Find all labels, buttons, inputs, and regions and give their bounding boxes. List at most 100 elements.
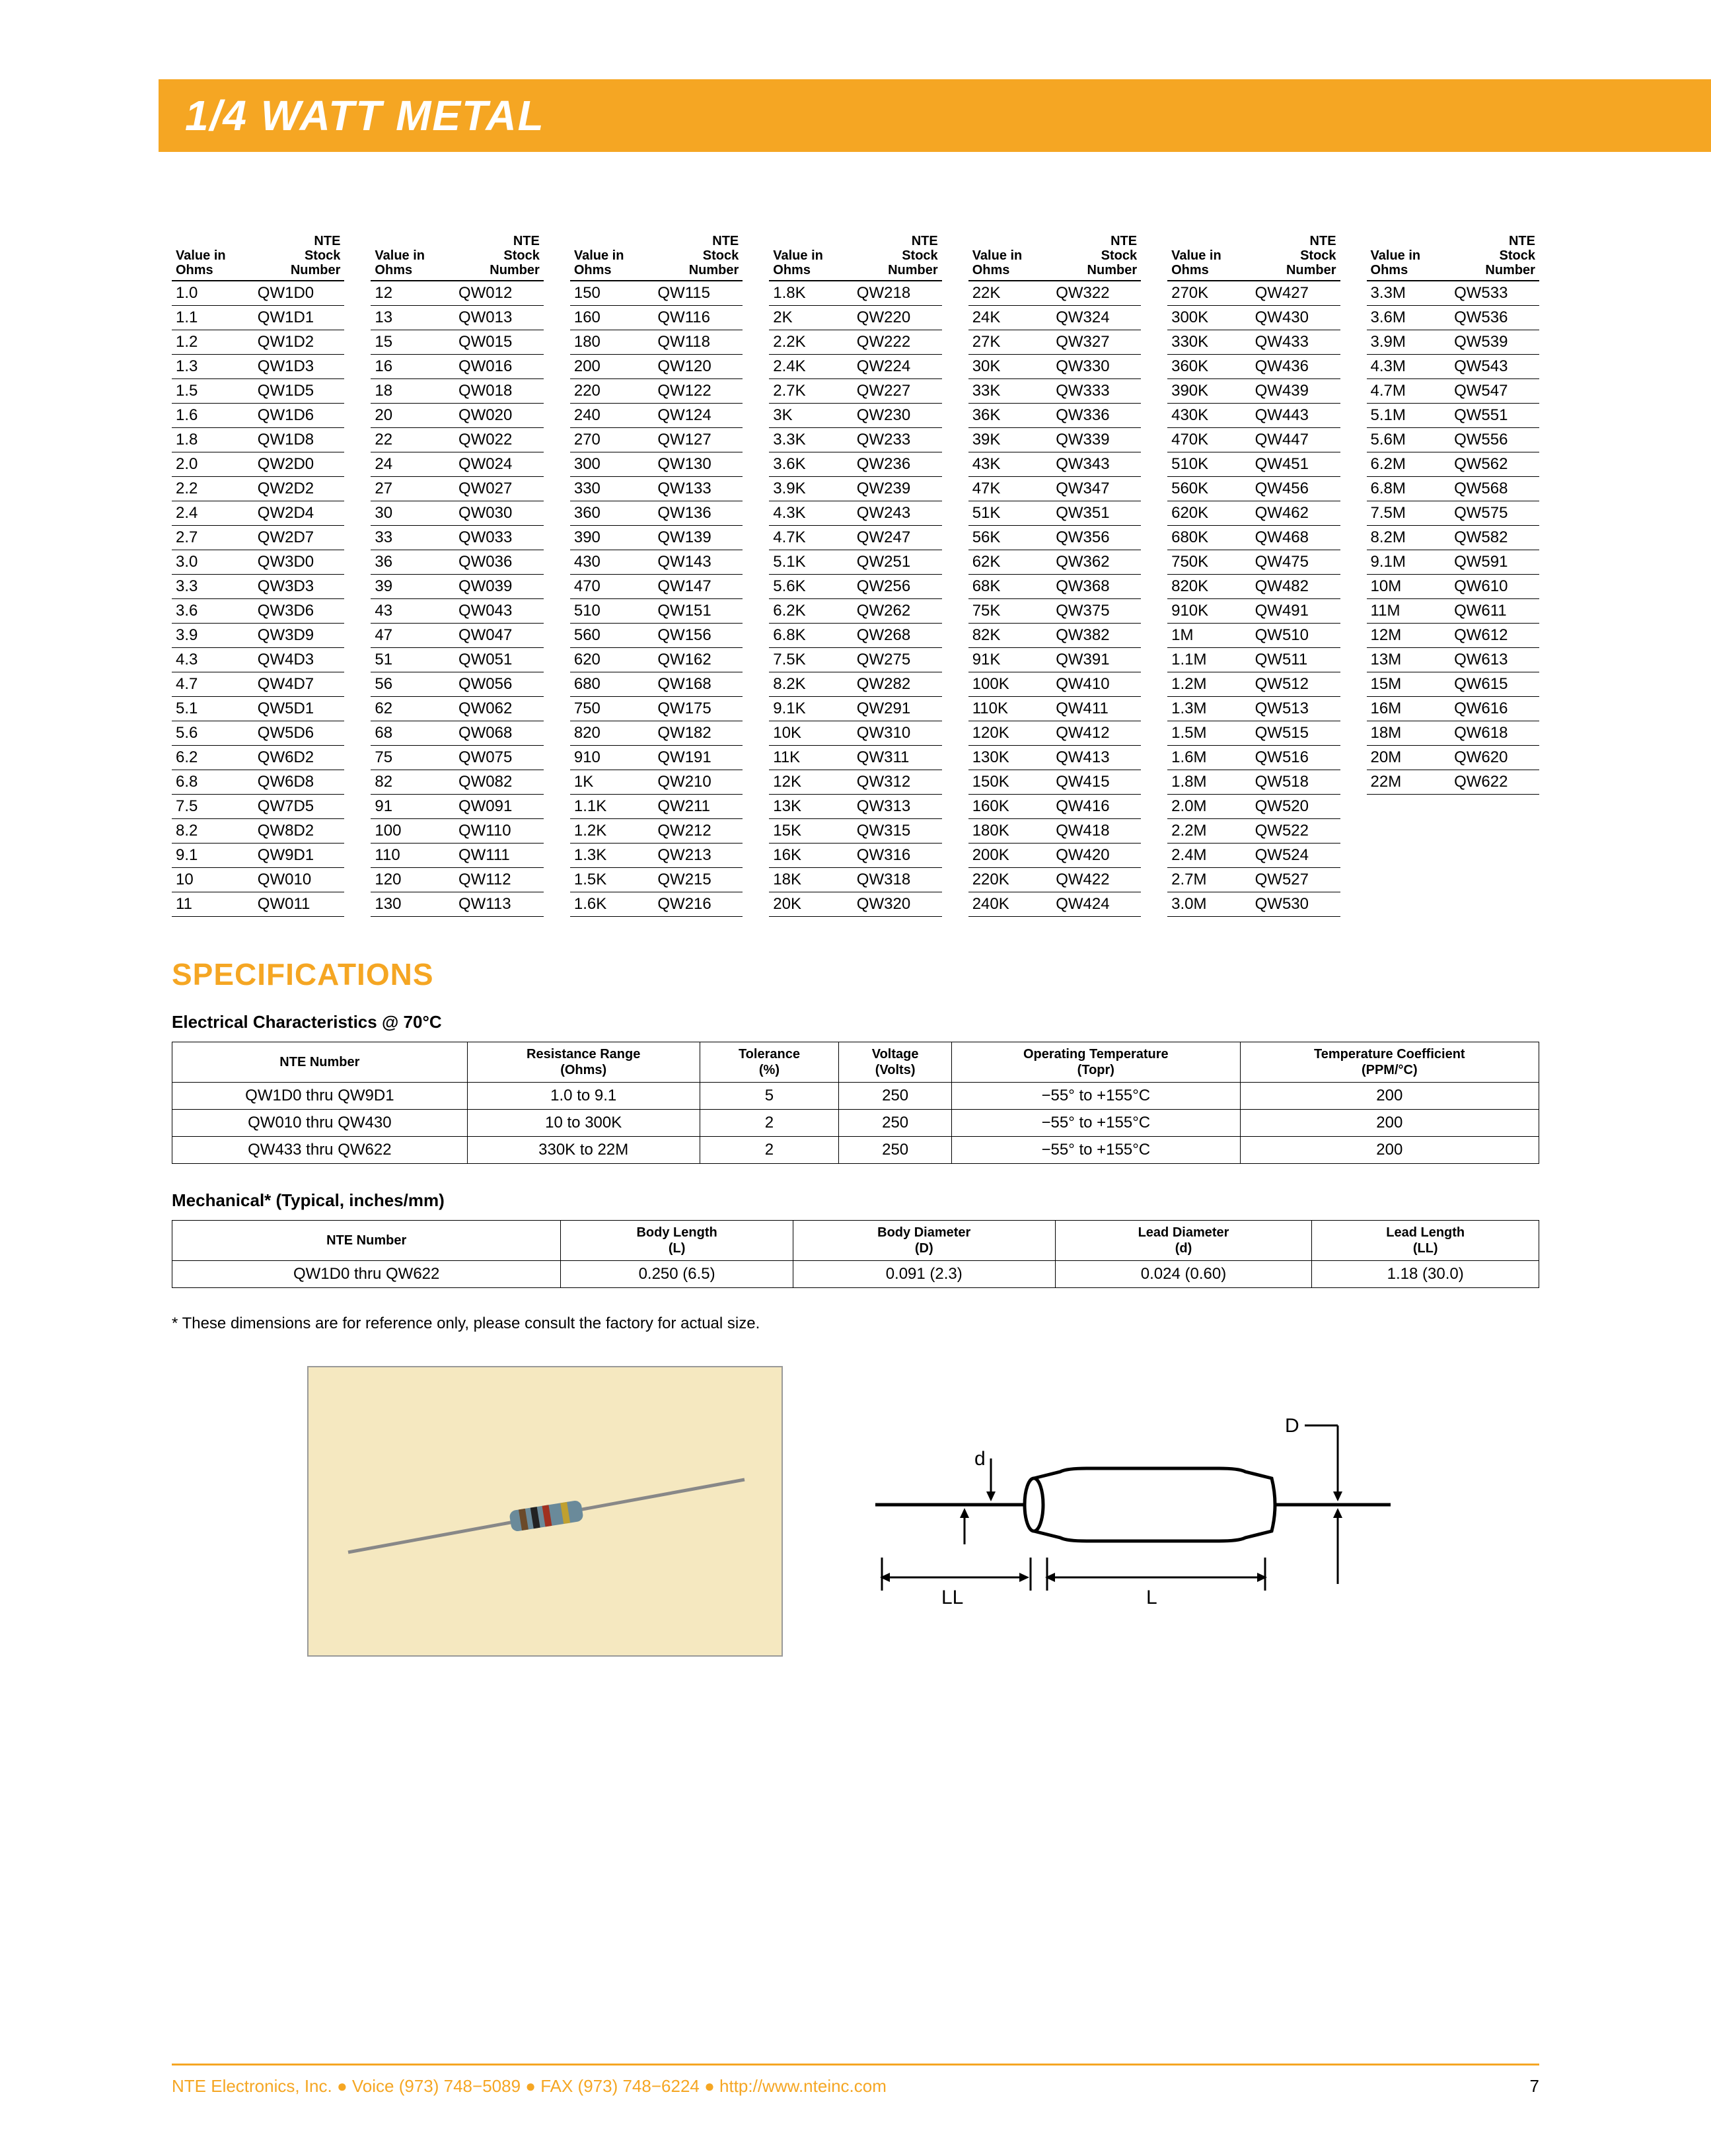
table-row: 1.2QW1D2 [172, 330, 344, 355]
page-number: 7 [1530, 2076, 1539, 2097]
diagrams-row: d D LL L [172, 1366, 1539, 1657]
value-cell: 130 [371, 892, 455, 917]
stock-cell: QW439 [1251, 379, 1340, 404]
stock-cell: QW412 [1052, 721, 1141, 746]
value-cell: 6.2 [172, 746, 254, 770]
table-row: 1.8QW1D8 [172, 428, 344, 452]
value-cell: 120 [371, 868, 455, 892]
value-cell: 36K [968, 404, 1052, 428]
table-row: 6.2MQW562 [1367, 452, 1539, 477]
value-cell: 43 [371, 599, 455, 624]
stock-cell: QW539 [1450, 330, 1539, 355]
value-cell: 510 [570, 599, 654, 624]
stock-cell: QW362 [1052, 550, 1141, 575]
stock-cell: QW062 [455, 697, 544, 721]
stock-cell: QW2D0 [254, 452, 345, 477]
table-row: 4.3KQW243 [769, 501, 941, 526]
stock-cell: QW468 [1251, 526, 1340, 550]
table-row: 10KQW310 [769, 721, 941, 746]
table-row: 390QW139 [570, 526, 743, 550]
table-row: 560QW156 [570, 624, 743, 648]
electrical-subheading: Electrical Characteristics @ 70°C [172, 1012, 1539, 1032]
value-cell: 110 [371, 844, 455, 868]
spec-cell: 2 [700, 1110, 839, 1137]
table-row: 62QW062 [371, 697, 543, 721]
stock-cell: QW320 [853, 892, 942, 917]
stock-cell: QW513 [1251, 697, 1340, 721]
table-row: 2.2KQW222 [769, 330, 941, 355]
value-cell: 360 [570, 501, 654, 526]
spec-cell: −55° to +155°C [952, 1110, 1241, 1137]
table-row: 7.5MQW575 [1367, 501, 1539, 526]
value-cell: 2.7K [769, 379, 853, 404]
table-row: 1.6MQW516 [1167, 746, 1340, 770]
value-cell: 62K [968, 550, 1052, 575]
table-row: 220QW122 [570, 379, 743, 404]
table-row: 4.7MQW547 [1367, 379, 1539, 404]
stock-cell: QW1D1 [254, 306, 345, 330]
table-row: 1.5KQW215 [570, 868, 743, 892]
spec-header: NTE Number [172, 1221, 561, 1261]
stock-cell: QW282 [853, 672, 942, 697]
table-row: 24QW024 [371, 452, 543, 477]
value-cell: 680 [570, 672, 654, 697]
table-row: 4.3QW4D3 [172, 648, 344, 672]
stock-cell: QW413 [1052, 746, 1141, 770]
table-row: 680KQW468 [1167, 526, 1340, 550]
table-row: 360QW136 [570, 501, 743, 526]
spec-cell: 5 [700, 1083, 839, 1110]
value-cell: 75K [968, 599, 1052, 624]
stock-cell: QW556 [1450, 428, 1539, 452]
value-cell: 3.3M [1367, 281, 1451, 306]
table-row: 2.7QW2D7 [172, 526, 344, 550]
value-cell: 1M [1167, 624, 1251, 648]
spec-cell: −55° to +155°C [952, 1083, 1241, 1110]
stock-cell: QW382 [1052, 624, 1141, 648]
spec-cell: 200 [1240, 1083, 1539, 1110]
value-cell: 1.6 [172, 404, 254, 428]
table-row: 7.5KQW275 [769, 648, 941, 672]
value-cell: 3.9K [769, 477, 853, 501]
table-row: 470QW147 [570, 575, 743, 599]
table-row: 5.1MQW551 [1367, 404, 1539, 428]
spec-header: NTE Number [172, 1042, 468, 1083]
table-row: 56QW056 [371, 672, 543, 697]
table-row: 1KQW210 [570, 770, 743, 795]
stock-cell: QW243 [853, 501, 942, 526]
header-value: Value inOhms [1167, 231, 1251, 281]
header-stock: NTEStockNumber [254, 231, 345, 281]
value-cell: 680K [1167, 526, 1251, 550]
value-cell: 2.7M [1167, 868, 1251, 892]
stock-cell: QW024 [455, 452, 544, 477]
value-cell: 3.9M [1367, 330, 1451, 355]
stock-cell: QW247 [853, 526, 942, 550]
table-row: 22KQW322 [968, 281, 1141, 306]
value-cell: 47K [968, 477, 1052, 501]
stock-cell: QW122 [653, 379, 743, 404]
specifications-heading: SPECIFICATIONS [172, 956, 1539, 992]
table-row: 27QW027 [371, 477, 543, 501]
value-cell: 1.6M [1167, 746, 1251, 770]
value-cell: 1.6K [570, 892, 654, 917]
table-row: 270KQW427 [1167, 281, 1340, 306]
value-cell: 7.5K [769, 648, 853, 672]
table-row: 160QW116 [570, 306, 743, 330]
value-cell: 1.1K [570, 795, 654, 819]
value-cell: 13M [1367, 648, 1451, 672]
table-row: 1.3MQW513 [1167, 697, 1340, 721]
table-row: 36KQW336 [968, 404, 1141, 428]
table-row: 1MQW510 [1167, 624, 1340, 648]
value-cell: 9.1 [172, 844, 254, 868]
value-cell: 220K [968, 868, 1052, 892]
table-row: 180KQW418 [968, 819, 1141, 844]
table-row: 2.0QW2D0 [172, 452, 344, 477]
table-row: 3.0QW3D0 [172, 550, 344, 575]
table-row: 6.8KQW268 [769, 624, 941, 648]
table-row: 750KQW475 [1167, 550, 1340, 575]
value-cell: 15M [1367, 672, 1451, 697]
electrical-table: NTE NumberResistance Range(Ohms)Toleranc… [172, 1042, 1539, 1164]
header-value: Value inOhms [570, 231, 654, 281]
stock-cell: QW356 [1052, 526, 1141, 550]
value-cell: 270 [570, 428, 654, 452]
value-cell: 560 [570, 624, 654, 648]
